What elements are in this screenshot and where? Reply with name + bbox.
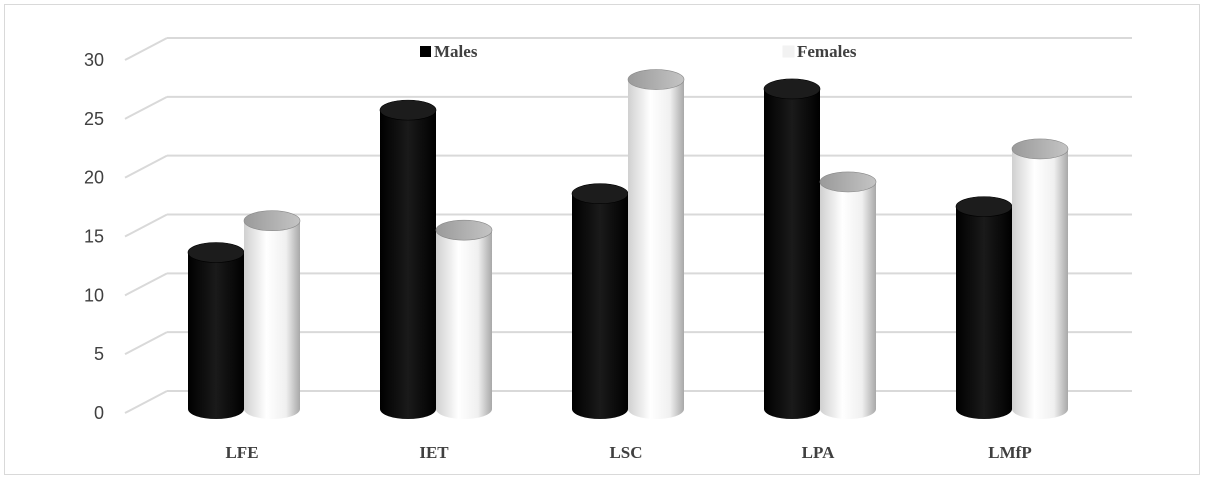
x-tick-label: LFE [225, 443, 258, 462]
y-tick-label: 5 [94, 344, 104, 364]
bar-top [627, 69, 685, 90]
gridline-diagonal [124, 390, 168, 414]
y-tick-label: 0 [94, 403, 104, 423]
bar-body [820, 181, 876, 419]
bar-females-lpa [819, 171, 877, 419]
bars [187, 69, 1069, 420]
bar-males-lsc [571, 183, 629, 419]
bar-top [435, 219, 493, 241]
x-axis-ticks: LFE IET LSC LPA LMfP [225, 443, 1031, 462]
bar-males-lmfp [955, 196, 1013, 419]
x-tick-label: LSC [609, 443, 642, 462]
bar-top [243, 210, 301, 232]
bar-males-iet [379, 99, 437, 420]
bar-body [572, 193, 628, 419]
bar-top [763, 78, 821, 100]
y-tick-label: 10 [84, 285, 104, 305]
bar-males-lfe [187, 242, 245, 419]
bar-females-lfe [243, 210, 301, 419]
legend-item-females: Females [782, 42, 857, 61]
bar-males-lpa [763, 78, 821, 420]
y-tick-label: 25 [84, 109, 104, 129]
y-tick-label: 30 [84, 50, 104, 70]
y-axis-ticks: 0 5 10 15 20 25 30 [84, 50, 104, 423]
gridline-diagonal [124, 154, 168, 179]
gridline-diagonal [124, 95, 168, 120]
legend-label: Males [434, 42, 478, 61]
bar-top [187, 242, 245, 263]
legend-item-males: Males [420, 42, 478, 61]
legend-swatch [782, 45, 795, 58]
bar-body [188, 252, 244, 419]
bar-females-lsc [627, 69, 685, 420]
gridline-diagonal [124, 37, 168, 61]
legend-label: Females [797, 42, 857, 61]
bar-females-iet [435, 219, 493, 419]
x-tick-label: LPA [802, 443, 835, 462]
bar-body [956, 206, 1012, 419]
gridline-diagonal [124, 272, 168, 297]
bar-top [955, 196, 1013, 217]
bar-body [380, 110, 436, 420]
gridline-diagonal [124, 331, 168, 356]
y-tick-label: 15 [84, 227, 104, 247]
x-tick-label: IET [419, 443, 449, 462]
gridline-diagonal [124, 213, 168, 238]
x-tick-label: LMfP [988, 443, 1031, 462]
y-tick-label: 20 [84, 168, 104, 188]
legend-swatch [420, 46, 431, 57]
bar-body [436, 230, 492, 419]
bar-top [819, 171, 877, 193]
bar-females-lmfp [1011, 138, 1069, 419]
bar-body [244, 220, 300, 419]
bar-top [379, 99, 437, 121]
bar-body [764, 88, 820, 420]
bar-top [1011, 138, 1069, 160]
bar-body [1012, 148, 1068, 419]
legend: Males Females [420, 42, 857, 61]
bar-top [571, 183, 629, 204]
bar-body [628, 79, 684, 420]
